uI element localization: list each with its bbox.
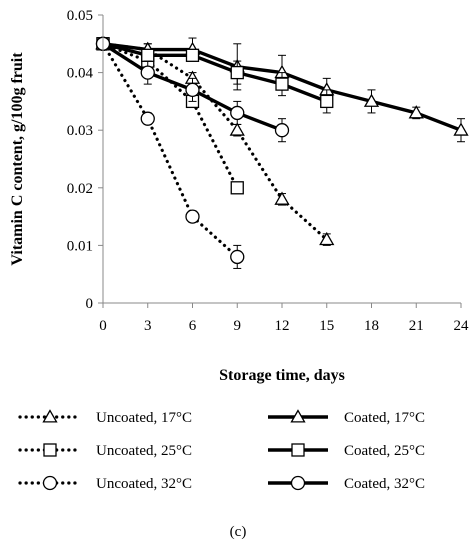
y-tick-label: 0 (86, 296, 94, 312)
legend-label: Uncoated, 32°C (96, 476, 192, 492)
x-tick-label: 3 (144, 318, 152, 334)
series-line (101, 42, 239, 259)
series-line (102, 42, 328, 103)
legend-label: Coated, 25°C (344, 443, 425, 459)
y-axis-title: Vitamin C content, g/100g fruit (9, 52, 26, 266)
data-point (229, 122, 245, 136)
x-axis-title: Storage time, days (219, 367, 345, 384)
data-point (274, 191, 290, 205)
legend-label: Coated, 32°C (344, 476, 425, 492)
x-tick-label: 15 (319, 318, 334, 334)
data-point (363, 93, 380, 107)
data-point (185, 82, 200, 98)
data-point (141, 48, 155, 62)
plot-area (95, 35, 469, 269)
series-0 (95, 35, 335, 246)
y-tick-label: 0.01 (67, 238, 93, 254)
x-tick-label: 12 (275, 318, 290, 334)
legend-item: Coated, 17°C (268, 409, 425, 426)
y-tick-label: 0.02 (67, 181, 93, 197)
legend-marker (42, 475, 58, 491)
series-2 (95, 36, 245, 269)
data-point (185, 48, 200, 62)
legend-marker (42, 409, 58, 423)
data-point (453, 122, 469, 136)
data-point (319, 231, 335, 246)
x-tick-label: 6 (189, 318, 197, 334)
figure-caption: (c) (230, 524, 247, 540)
data-point (320, 94, 334, 109)
data-point (275, 77, 289, 91)
data-point (408, 105, 424, 119)
x-tick-label: 18 (364, 318, 379, 334)
y-tick-label: 0.03 (67, 123, 93, 139)
legend: Uncoated, 17°C Uncoated, 25°C Uncoated, 32… (18, 409, 425, 492)
legend-item: Uncoated, 25°C (18, 443, 192, 459)
y-tick-label: 0.05 (67, 8, 93, 24)
legend-label: Coated, 17°C (344, 410, 425, 426)
legend-marker (290, 409, 306, 423)
y-tick-label: 0.04 (67, 66, 94, 82)
legend-item: Uncoated, 17°C (18, 409, 192, 426)
legend-marker (43, 443, 57, 457)
series-5 (95, 36, 290, 143)
x-tick-label: 9 (234, 318, 242, 334)
data-point (185, 209, 200, 224)
legend-marker (290, 475, 306, 491)
data-point (274, 123, 290, 138)
data-point (230, 105, 245, 121)
data-point (230, 181, 244, 195)
tick-labels: 0 3 6 9 12 15 18 21 24 0 0.01 0.02 0.03 0.04 0.05 (67, 8, 469, 334)
data-point (140, 65, 155, 80)
legend-item: Coated, 25°C (268, 443, 425, 459)
legend-item: Coated, 32°C (268, 475, 425, 492)
x-tick-label: 21 (409, 318, 424, 334)
legend-label: Uncoated, 17°C (96, 410, 192, 426)
x-tick-label: 24 (454, 318, 470, 334)
x-tick-label: 0 (99, 318, 107, 334)
data-point (230, 249, 245, 265)
data-point (140, 111, 155, 126)
series-line (101, 42, 329, 242)
legend-item: Uncoated, 32°C (18, 475, 192, 492)
series-4 (96, 37, 334, 114)
data-point (230, 65, 244, 80)
legend-label: Uncoated, 25°C (96, 443, 192, 459)
legend-marker (291, 443, 305, 457)
